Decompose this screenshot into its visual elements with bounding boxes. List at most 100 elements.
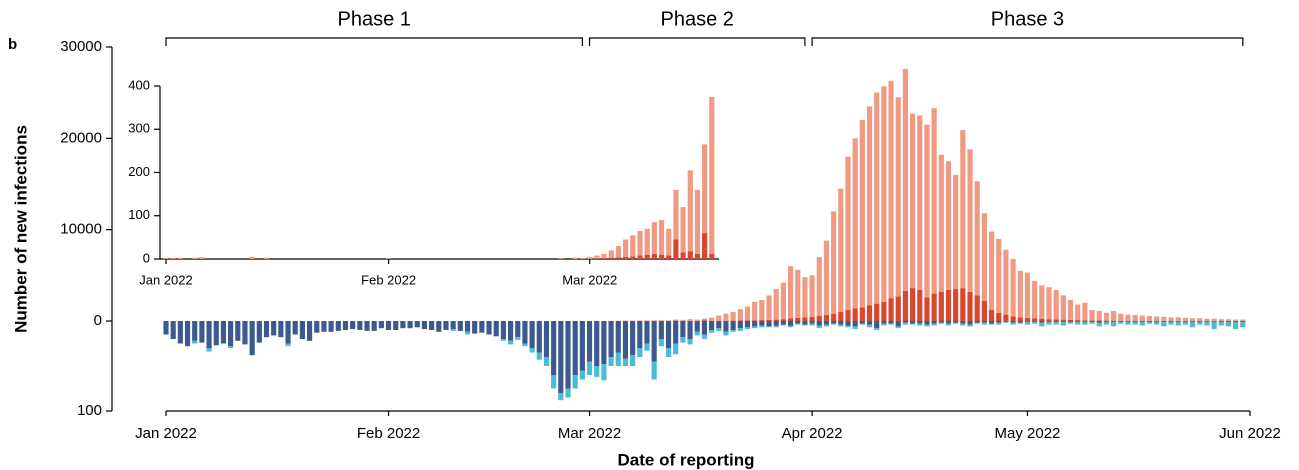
bar [701,320,707,321]
bar [170,321,176,339]
phase-bracket [811,37,1244,46]
bar [780,282,786,320]
bar [988,323,995,325]
bar [644,343,650,351]
bar [658,220,665,255]
bar [1175,321,1181,322]
bar [601,364,607,381]
bar [859,307,865,321]
bar [1197,321,1203,325]
bar [1233,321,1239,330]
bar [170,258,176,259]
bar [809,316,815,321]
bar [450,321,456,330]
bar [1075,321,1081,322]
bar [314,321,320,333]
bar [831,321,837,324]
bar [967,321,973,325]
bar [960,323,966,326]
bar [1067,299,1074,320]
bar [960,321,966,324]
bar [888,323,894,325]
bar [1168,321,1174,325]
bar [996,322,1002,325]
bar [666,255,672,259]
bar [228,346,234,348]
bar [680,207,686,253]
bar [1096,310,1102,321]
bar [895,321,901,327]
bar [931,293,937,321]
bar [1024,321,1031,322]
bar [1017,317,1023,321]
phase-label: Phase 3 [991,8,1064,30]
bar [1060,319,1066,321]
bar [1103,312,1110,321]
bar [335,321,341,331]
bar [831,323,837,325]
x-axis-label: Date of reporting [618,450,755,469]
bar [1067,319,1074,321]
bar [637,255,643,259]
bar [716,315,722,321]
bar [730,330,736,332]
bar [579,258,586,259]
bar [866,305,873,321]
bar [429,321,435,330]
bar [1240,321,1246,328]
bar [1154,316,1160,321]
bar [766,295,772,320]
bar [658,320,664,321]
bar [1211,321,1217,322]
bar [1032,280,1038,319]
bar [1240,321,1246,322]
bar [723,321,729,332]
bar [673,239,679,259]
bar [881,321,887,324]
bar [192,340,198,344]
bar [665,320,672,321]
bar [737,328,743,331]
bar [802,321,808,325]
bar [938,154,944,292]
bar [773,319,779,321]
bar [859,321,865,324]
bar [1125,314,1131,321]
bar [421,321,428,330]
bar [996,321,1002,323]
bar [780,319,786,321]
bar [938,322,944,324]
bar [680,319,686,321]
bar [651,253,657,259]
bar [816,325,822,329]
bar [587,256,593,259]
bar [601,253,607,259]
bar [881,323,887,326]
bar [551,321,557,375]
bar [1233,319,1239,321]
bar [752,320,758,321]
bar [572,257,578,259]
bar [1189,321,1196,322]
bar [945,289,952,321]
bar [996,312,1002,321]
bar [271,321,277,336]
bar [1053,321,1059,325]
bar [1161,321,1167,322]
bar [1024,317,1031,321]
bar [665,321,672,348]
bar [658,254,665,259]
bar [701,321,707,335]
bar [1125,321,1131,322]
bar [1225,319,1232,321]
bar [988,231,995,311]
bar [902,321,909,323]
bar [1017,321,1023,323]
bar [859,323,865,325]
bar [400,321,406,329]
bar [845,310,851,321]
bar [1182,317,1188,321]
bar [744,321,751,328]
bar [1132,315,1138,321]
bar [1175,321,1181,326]
